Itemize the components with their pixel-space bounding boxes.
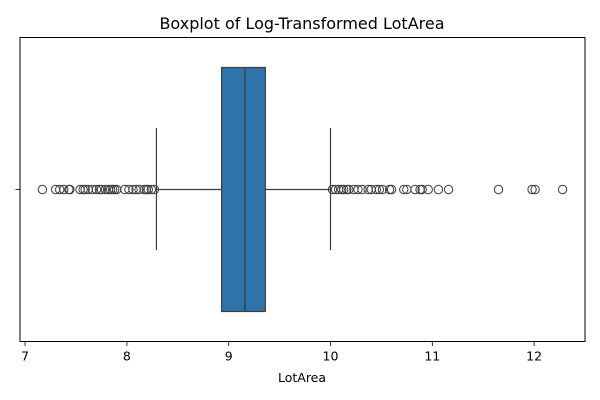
outlier-point	[443, 184, 454, 195]
outlier-point	[96, 184, 107, 195]
outlier-point	[55, 184, 65, 195]
x-axis-label: LotArea	[278, 370, 326, 385]
chart-marks	[37, 66, 568, 313]
outlier-point	[344, 184, 354, 195]
outlier-point	[371, 184, 382, 195]
outlier-point	[91, 184, 102, 195]
outlier-point	[146, 184, 157, 195]
outlier-point	[410, 184, 420, 195]
outlier-point	[124, 184, 134, 195]
outlier-point	[374, 184, 385, 195]
x-tick-label: 7	[21, 349, 29, 364]
x-tick-label: 8	[123, 349, 131, 364]
outlier-point	[327, 184, 338, 195]
outlier-point	[527, 184, 537, 195]
x-tick-label: 10	[323, 349, 339, 364]
outlier-point	[417, 184, 427, 195]
x-tick-label: 11	[424, 349, 440, 364]
outlier-point	[134, 184, 144, 195]
iqr-box	[220, 66, 266, 313]
outlier-point	[143, 184, 153, 195]
outlier-point	[423, 184, 433, 195]
outlier-point	[80, 184, 90, 195]
outlier-point	[149, 184, 160, 195]
outlier-point	[530, 184, 540, 195]
outlier-point	[339, 184, 349, 195]
outlier-point	[65, 184, 75, 195]
outlier-point	[433, 184, 444, 195]
outlier-point	[87, 184, 97, 195]
chart-title: Boxplot of Log-Transformed LotArea	[159, 14, 444, 33]
outlier-point	[399, 184, 409, 195]
outlier-point	[557, 184, 568, 195]
x-tick-label: 9	[225, 349, 233, 364]
outlier-point	[100, 184, 111, 195]
outlier-point	[357, 184, 367, 195]
outlier-point	[493, 184, 504, 195]
outlier-point	[37, 184, 48, 195]
outlier-point	[377, 184, 388, 195]
x-tick-label: 12	[526, 349, 542, 364]
outlier-point	[386, 184, 397, 195]
outlier-point	[128, 184, 138, 195]
outlier-point	[353, 184, 363, 195]
outlier-point	[59, 184, 69, 195]
outlier-point	[415, 184, 425, 195]
x-axis-ticks: 7 8 9 10 11 12	[21, 341, 542, 364]
